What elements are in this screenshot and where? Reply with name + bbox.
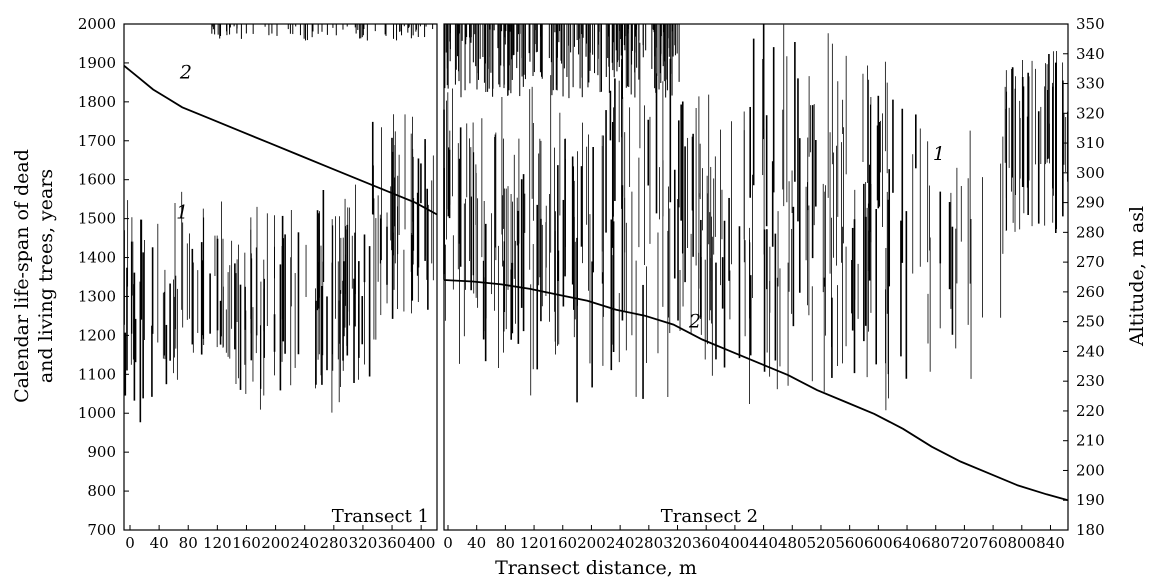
y-right-tick-label: 180 — [1076, 521, 1105, 539]
x-tick-label: 760 — [979, 534, 1008, 552]
curve-label-1: 1 — [933, 143, 945, 165]
y-right-tick-label: 210 — [1076, 432, 1105, 450]
x-tick-label: 120 — [520, 534, 549, 552]
y-left-tick-label: 900 — [87, 443, 116, 461]
y-left-tick-label: 1500 — [78, 210, 116, 228]
x-tick-label: 640 — [893, 534, 922, 552]
x-axis-title: Transect distance, m — [495, 557, 697, 578]
x-tick-label: 680 — [921, 534, 950, 552]
y-right-axis-title: Altitude, m asl — [1126, 206, 1148, 347]
x-tick-label: 320 — [349, 534, 378, 552]
x-tick-label: 440 — [749, 534, 778, 552]
x-tick-label: 320 — [663, 534, 692, 552]
x-tick-label: 80 — [179, 534, 198, 552]
y-left-axis-title-line1: Calendar life-span of dead — [11, 149, 33, 403]
y-right-tick-label: 270 — [1076, 253, 1105, 271]
x-tick-label: 40 — [150, 534, 169, 552]
y-right-tick-label: 290 — [1076, 194, 1105, 212]
x-tick-label: 240 — [290, 534, 319, 552]
y-right-tick-label: 190 — [1076, 491, 1105, 509]
x-tick-label: 360 — [378, 534, 407, 552]
lifespan-bars — [123, 24, 1068, 423]
x-tick-label: 720 — [950, 534, 979, 552]
x-tick-label: 280 — [319, 534, 348, 552]
y-left-tick-label: 800 — [87, 482, 116, 500]
x-tick-label: 0 — [125, 534, 135, 552]
curve-label-1: 1 — [176, 202, 188, 224]
y-right-tick-label: 240 — [1076, 342, 1105, 360]
x-tick-label: 240 — [606, 534, 635, 552]
curve-label-2: 2 — [179, 61, 192, 83]
x-tick-label: 120 — [203, 534, 232, 552]
y-left-tick-label: 1000 — [78, 404, 116, 422]
x-tick-label: 600 — [864, 534, 893, 552]
y-right-tick-label: 230 — [1076, 372, 1105, 390]
panel-label-2: Transect 2 — [661, 506, 758, 527]
y-left-tick-label: 1200 — [78, 326, 116, 344]
x-tick-label: 400 — [407, 534, 436, 552]
y-right-tick-label: 220 — [1076, 402, 1105, 420]
y-left-axis-title-line2: and living trees, years — [35, 169, 57, 383]
x-tick-label: 840 — [1036, 534, 1065, 552]
altitude-curves — [123, 65, 1069, 502]
altitude-curve-2 — [443, 279, 1069, 502]
curve-label-2: 2 — [688, 311, 701, 333]
y-left-tick-label: 1800 — [78, 93, 116, 111]
y-right-tick-label: 300 — [1076, 164, 1105, 182]
x-tick-label: 400 — [721, 534, 750, 552]
x-tick-label: 520 — [807, 534, 836, 552]
y-right-tick-label: 260 — [1076, 283, 1105, 301]
axes-layer — [123, 23, 1069, 531]
y-right-tick-label: 350 — [1076, 15, 1105, 33]
altitude-curve-1 — [123, 65, 438, 216]
panel-label-1: Transect 1 — [332, 506, 429, 527]
x-tick-label: 480 — [778, 534, 807, 552]
y-right-tick-label: 280 — [1076, 223, 1105, 241]
y-right-tick-label: 310 — [1076, 134, 1105, 152]
x-tick-label: 800 — [1007, 534, 1036, 552]
x-tick-label: 0 — [443, 534, 453, 552]
x-tick-label: 280 — [635, 534, 664, 552]
y-left-tick-label: 1700 — [78, 132, 116, 150]
y-left-tick-label: 2000 — [78, 15, 116, 33]
labels-layer: 0 40 80 120 160 200 240 280 320 360 40012Transect … — [11, 15, 1148, 578]
y-left-tick-label: 700 — [87, 521, 116, 539]
y-right-tick-label: 340 — [1076, 45, 1105, 63]
y-left-tick-label: 1100 — [78, 365, 116, 383]
y-left-tick-label: 1300 — [78, 287, 116, 305]
x-tick-label: 80 — [496, 534, 515, 552]
y-right-tick-label: 250 — [1076, 313, 1105, 331]
y-right-tick-label: 320 — [1076, 104, 1105, 122]
x-tick-label: 160 — [548, 534, 577, 552]
x-tick-label: 200 — [577, 534, 606, 552]
x-tick-label: 40 — [467, 534, 486, 552]
y-right-tick-label: 330 — [1076, 75, 1105, 93]
y-left-tick-label: 1900 — [78, 54, 116, 72]
y-left-tick-label: 1600 — [78, 171, 116, 189]
y-left-tick-label: 1400 — [78, 249, 116, 267]
x-tick-label: 160 — [232, 534, 261, 552]
x-tick-label: 360 — [692, 534, 721, 552]
x-tick-label: 560 — [835, 534, 864, 552]
y-right-tick-label: 200 — [1076, 461, 1105, 479]
x-tick-label: 200 — [261, 534, 290, 552]
